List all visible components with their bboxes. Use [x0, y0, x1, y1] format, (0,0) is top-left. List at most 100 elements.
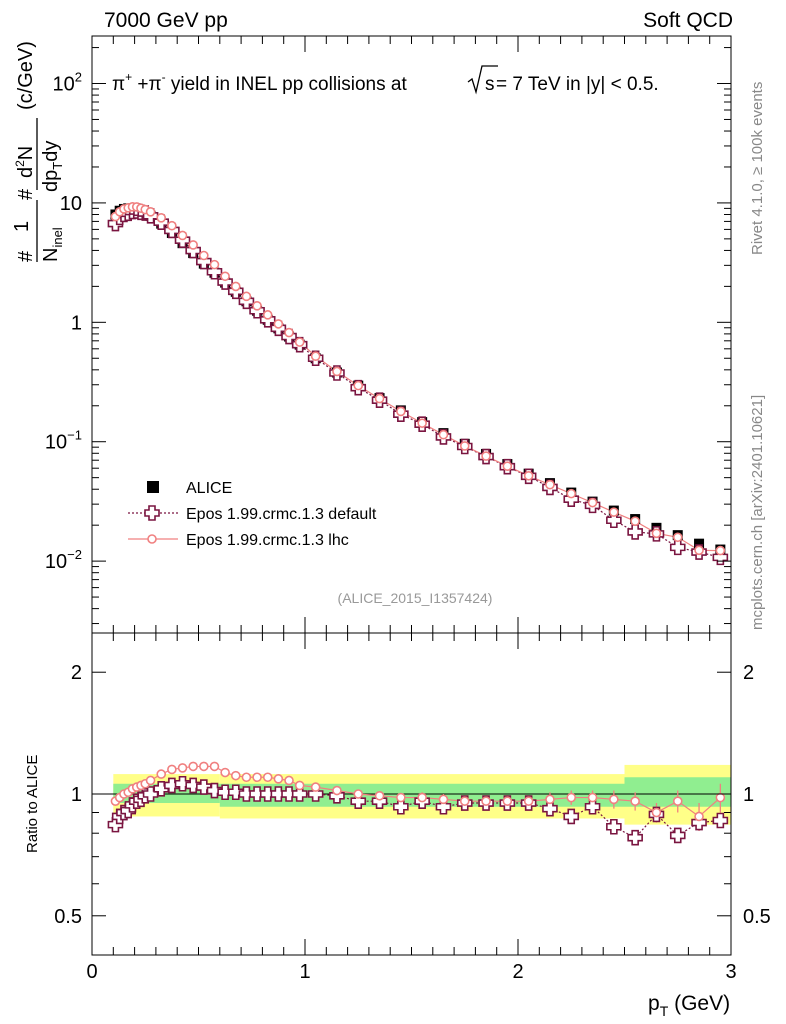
default-ratio-point-36 — [584, 798, 601, 815]
lhc-point-12 — [188, 240, 198, 250]
lhc-ratio-point-12 — [188, 761, 198, 772]
ylabel-one: 1 — [11, 221, 33, 232]
lhc-ratio-point-8 — [145, 775, 156, 786]
main-ytick-exp-3: −1 — [67, 428, 82, 443]
lhc-ratio-point-41 — [694, 811, 704, 822]
title-post: yield in INEL pp collisions at — [166, 74, 408, 95]
ylabel-d2n-sup: 2 — [13, 160, 27, 167]
lhc-ratio-point-30 — [459, 796, 470, 806]
lhc-ratio-point-29 — [438, 794, 449, 805]
legend: ALICE Epos 1.99.crmc.1.3 default Epos 1.… — [128, 480, 377, 549]
legend-marker-default — [144, 505, 160, 521]
xtick-label-2: 2 — [512, 961, 523, 983]
legend-label-default: Epos 1.99.crmc.1.3 default — [186, 506, 377, 523]
lhc-ratio-point-27 — [396, 792, 406, 803]
default-ratio-point-16 — [227, 784, 244, 801]
lhc-ratio-point-39 — [651, 807, 662, 818]
default-ratio-point-40 — [669, 827, 686, 844]
lhc-ratio-point-42 — [715, 792, 726, 803]
default-ratio-point-29 — [435, 798, 452, 815]
legend-marker-alice — [147, 481, 159, 493]
lhc-point-10 — [167, 220, 177, 231]
lhc-ratio-point-16 — [230, 770, 241, 781]
default-ratio-point-35 — [563, 808, 580, 825]
lhc-point-21 — [284, 327, 294, 338]
side-mcplots-label: mcplots.cern.ch [arXiv:2401.10621] — [749, 395, 766, 630]
ylabel-unit: (c/GeV) — [15, 41, 37, 110]
lhc-point-9 — [156, 213, 167, 223]
side-rivet-label: Rivet 4.1.0, ≥ 100k events — [749, 82, 766, 255]
ratio-ytick-label-right-2: 2 — [743, 662, 754, 684]
lhc-point-36 — [587, 497, 598, 508]
lhc-ratio-point-25 — [353, 789, 364, 799]
default-ratio-point-34 — [542, 800, 558, 817]
lhc-point-17 — [241, 291, 252, 302]
lhc-point-11 — [177, 230, 188, 241]
default-ratio-point-38 — [627, 829, 643, 846]
lhc-point-22 — [294, 337, 305, 347]
ylabel-inel-sub: inel — [50, 227, 65, 247]
default-ratio-point-27 — [393, 798, 409, 815]
lhc-ratio-point-13 — [199, 761, 209, 772]
header-energy-label: 7000 GeV pp — [104, 9, 228, 32]
lhc-ratio-point-20 — [273, 774, 284, 784]
main-ytick-label-4: 10−2 — [45, 547, 82, 573]
ratio-ytick-label-left-0: 0.5 — [54, 906, 82, 928]
default-ratio-point-14 — [206, 782, 223, 799]
lhc-ratio-point-40 — [672, 796, 683, 806]
ylabel-n: N — [40, 248, 62, 262]
ratio-y-axis-label: Ratio to ALICE — [24, 755, 41, 853]
ratio-ytick-label-right-0: 0.5 — [743, 906, 771, 928]
lhc-point-39 — [651, 528, 662, 539]
legend-label-lhc: Epos 1.99.crmc.1.3 lhc — [186, 532, 349, 549]
lhc-point-15 — [220, 271, 230, 282]
lhc-ratio-point-31 — [481, 796, 491, 806]
lhc-ratio-point-26 — [374, 790, 385, 801]
main-ytick-label-3: 10−1 — [45, 428, 82, 454]
main-ytick-base-4: 10 — [45, 551, 67, 573]
sqrt-symbol — [467, 65, 498, 95]
default-point-40 — [669, 539, 686, 556]
ratio-ytick-label-left-2: 2 — [71, 662, 82, 684]
ylabel-t-sub: T — [50, 162, 65, 170]
lhc-ratio-point-14 — [209, 761, 220, 772]
lhc-point-29 — [438, 429, 449, 440]
lhc-point-33 — [523, 470, 534, 481]
ylabel-d2n-n: N — [15, 146, 37, 160]
default-ratio-point-37 — [606, 818, 622, 835]
ratio-ytick-label-left-1: 1 — [71, 784, 82, 806]
default-ratio-point-23 — [307, 786, 324, 802]
title-sup-minus: - — [162, 70, 166, 84]
default-ratio-point-12 — [185, 777, 201, 794]
default-ratio-point-22 — [291, 786, 308, 802]
title-sqrt-s: s — [485, 74, 495, 95]
lhc-point-32 — [502, 461, 513, 471]
lhc-point-37 — [609, 507, 619, 517]
main-ytick-base-0: 10 — [53, 74, 75, 96]
lhc-point-26 — [374, 393, 385, 404]
main-ytick-exp-4: −2 — [67, 547, 82, 562]
lhc-ratio-point-10 — [167, 764, 177, 775]
ratio-panel-series — [107, 761, 729, 846]
lhc-point-34 — [545, 479, 555, 490]
title-mid: +π — [132, 74, 161, 95]
lhc-point-42 — [715, 545, 726, 556]
ylabel-d2n: d2N — [13, 146, 37, 178]
ratio-panel-ticks: 0.5 0.5 1 1 2 2 — [54, 662, 771, 956]
lhc-ratio-point-28 — [417, 792, 427, 803]
lhc-ratio-point-36 — [587, 792, 598, 803]
ratio-ytick-label-right-1: 1 — [743, 784, 754, 806]
lhc-ratio-point-19 — [262, 772, 273, 783]
lhc-point-24 — [332, 366, 342, 377]
lhc-point-41 — [694, 545, 704, 556]
x-axis-ticks: 0 1 2 3 — [86, 36, 737, 983]
lhc-point-14 — [209, 259, 220, 270]
ylabel-dy: dy — [40, 141, 62, 162]
lhc-ratio-point-35 — [566, 792, 577, 803]
chart-title: π+ +π- yield in INEL pp collisions at — [112, 70, 407, 95]
lhc-ratio-point-38 — [630, 796, 640, 806]
lhc-ratio-point-15 — [220, 767, 230, 778]
main-ytick-exp-0: 2 — [75, 70, 82, 85]
ylabel-d: d — [15, 167, 37, 178]
